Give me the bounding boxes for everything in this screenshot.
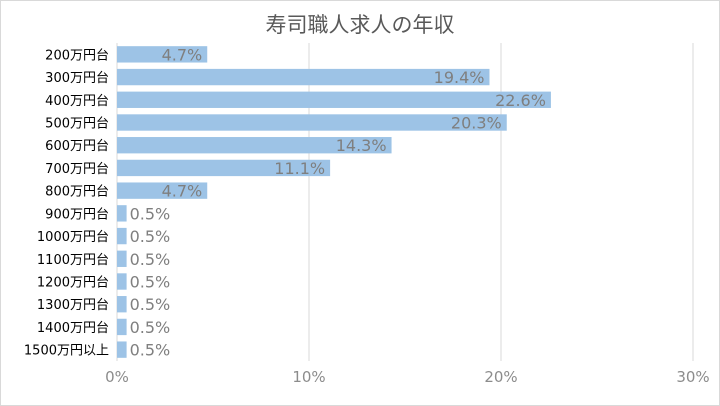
x-tick-label: 20% bbox=[484, 368, 517, 386]
bar bbox=[117, 46, 208, 63]
data-label: 4.7% bbox=[162, 45, 203, 64]
bar bbox=[117, 250, 127, 267]
category-label: 600万円台 bbox=[45, 139, 109, 154]
category-label: 1100万円台 bbox=[37, 253, 109, 268]
category-label: 800万円台 bbox=[45, 185, 109, 200]
category-label: 1300万円台 bbox=[37, 298, 109, 313]
data-label: 11.1% bbox=[274, 159, 325, 178]
data-label: 0.5% bbox=[130, 227, 171, 246]
bar bbox=[117, 137, 392, 154]
bar bbox=[117, 296, 127, 313]
data-label: 14.3% bbox=[336, 136, 387, 155]
data-label: 0.5% bbox=[130, 295, 171, 314]
category-label: 1200万円台 bbox=[37, 276, 109, 291]
category-label: 500万円台 bbox=[45, 117, 109, 132]
category-label: 1000万円台 bbox=[37, 230, 109, 245]
data-label: 0.5% bbox=[130, 250, 171, 269]
category-label: 400万円台 bbox=[45, 94, 109, 109]
data-label: 22.6% bbox=[495, 91, 546, 110]
data-label: 0.5% bbox=[130, 204, 171, 223]
chart-title: 寿司職人求人の年収 bbox=[265, 13, 455, 37]
bar bbox=[117, 273, 127, 290]
x-tick-label: 10% bbox=[292, 368, 325, 386]
data-label: 20.3% bbox=[451, 114, 502, 133]
bar bbox=[117, 91, 551, 108]
x-tick-label: 0% bbox=[105, 368, 129, 386]
category-label: 1400万円台 bbox=[37, 321, 109, 336]
category-label: 700万円台 bbox=[45, 162, 109, 177]
category-label: 1500万円以上 bbox=[24, 344, 109, 359]
data-label: 0.5% bbox=[130, 273, 171, 292]
bar bbox=[117, 205, 127, 222]
bar bbox=[117, 182, 208, 199]
data-label: 0.5% bbox=[130, 341, 171, 360]
bar bbox=[117, 318, 127, 336]
category-label: 900万円台 bbox=[45, 207, 109, 222]
data-label: 0.5% bbox=[130, 318, 171, 337]
data-label: 19.4% bbox=[434, 68, 485, 87]
data-label: 4.7% bbox=[162, 182, 203, 201]
bar bbox=[117, 159, 331, 177]
bar bbox=[117, 341, 127, 358]
bar bbox=[117, 68, 490, 86]
bar bbox=[117, 114, 507, 131]
bar bbox=[117, 227, 127, 245]
category-label: 200万円台 bbox=[45, 48, 109, 63]
category-label: 300万円台 bbox=[45, 71, 109, 86]
x-tick-label: 30% bbox=[676, 368, 709, 386]
